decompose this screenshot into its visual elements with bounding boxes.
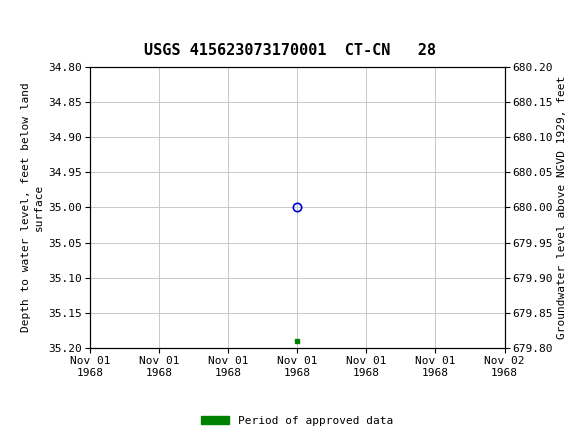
Legend: Period of approved data: Period of approved data bbox=[197, 411, 398, 430]
Text: USGS: USGS bbox=[9, 10, 64, 28]
Y-axis label: Depth to water level, feet below land
surface: Depth to water level, feet below land su… bbox=[21, 83, 44, 332]
Text: USGS 415623073170001  CT-CN   28: USGS 415623073170001 CT-CN 28 bbox=[144, 43, 436, 58]
Y-axis label: Groundwater level above NGVD 1929, feet: Groundwater level above NGVD 1929, feet bbox=[557, 76, 567, 339]
